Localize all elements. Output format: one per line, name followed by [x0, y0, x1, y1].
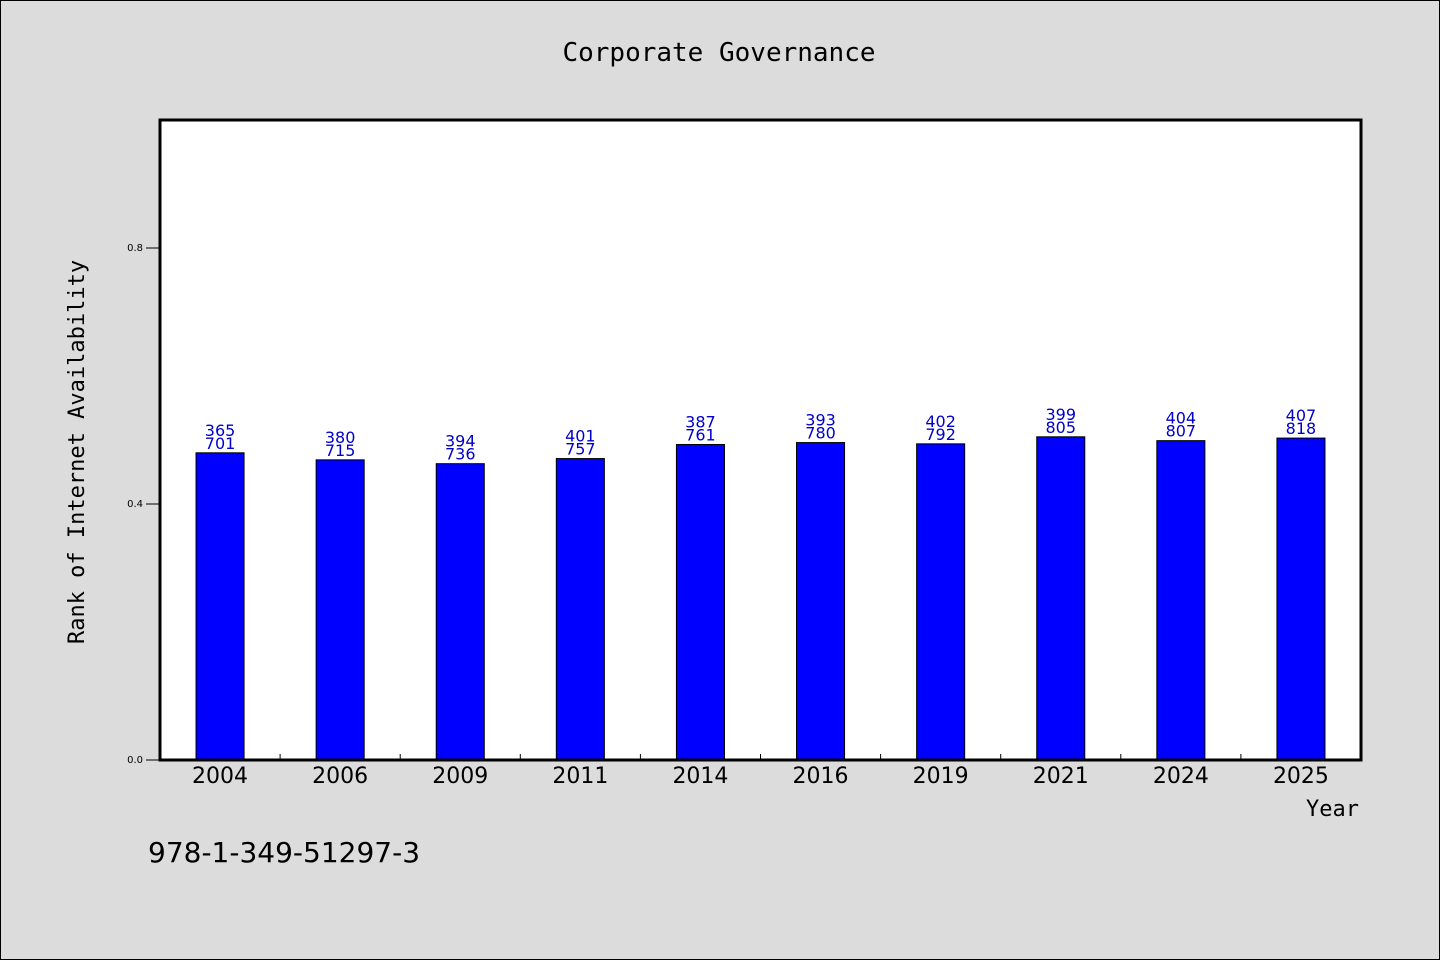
bar-label-2019-1: 402: [925, 412, 956, 431]
x-tick-label-2004: 2004: [192, 764, 248, 789]
y-axis-ticks: 0.0 0.4 0.8: [127, 243, 160, 766]
isbn-footnote: 978-1-349-51297-3: [148, 836, 420, 869]
bar-label-2011-1: 401: [565, 427, 596, 446]
bar-label-2019-2: 792: [925, 425, 956, 444]
bar-2011: [555, 458, 605, 761]
bar-label-2014-1: 387: [685, 412, 716, 431]
bar-label-2021-2: 805: [1045, 418, 1076, 437]
y-tick-label: 0.4: [127, 499, 143, 510]
bar-2021: [1036, 436, 1086, 761]
y-axis-label: Rank of Internet Availability: [65, 260, 90, 644]
bar-label-2025-1: 407: [1286, 406, 1317, 425]
bar-label-2004-2: 701: [205, 434, 236, 453]
bar-label-2016-2: 780: [805, 424, 836, 443]
x-tick-label-2011: 2011: [552, 764, 608, 789]
bar-label-2004-1: 365: [205, 421, 236, 440]
bar-label-2024-2: 807: [1166, 422, 1197, 441]
x-tick-label-2009: 2009: [432, 764, 488, 789]
bar-label-2024-1: 404: [1166, 409, 1197, 428]
bar-label-2021-1: 399: [1045, 405, 1076, 424]
x-tick-label-2024: 2024: [1153, 764, 1209, 789]
bar-label-2025-2: 818: [1286, 419, 1317, 438]
x-tick-label-2019: 2019: [913, 764, 969, 789]
bar-2004: [195, 452, 245, 761]
x-axis-ticks: 2004 2006 2009 2011 2014 2016 2019 2021 2024 2025: [192, 754, 1329, 789]
bar-2014: [675, 443, 725, 761]
x-tick-label-2014: 2014: [672, 764, 728, 789]
bar-2006: [315, 459, 365, 761]
bar-2009: [435, 463, 485, 761]
bar-2025: [1276, 437, 1326, 761]
x-tick-label-2021: 2021: [1033, 764, 1089, 789]
x-tick-label-2016: 2016: [793, 764, 849, 789]
x-tick-label-2006: 2006: [312, 764, 368, 789]
plot-frame: [158, 118, 1363, 762]
chart-title: Corporate Governance: [562, 38, 875, 68]
y-tick-label: 0.8: [127, 243, 143, 254]
bar-label-2006-1: 380: [325, 428, 356, 447]
bar-label-2011-2: 757: [565, 440, 596, 459]
bar-label-2009-2: 736: [445, 445, 476, 464]
y-tick-label: 0.0: [127, 755, 143, 766]
bar-label-2009-1: 394: [445, 432, 476, 451]
bar-2016: [796, 442, 846, 761]
bar-2019: [916, 443, 966, 761]
x-tick-label-2025: 2025: [1273, 764, 1329, 789]
bar-label-2016-1: 393: [805, 411, 836, 430]
bar-label-2006-2: 715: [325, 441, 356, 460]
bar-label-2014-2: 761: [685, 425, 716, 444]
bar-2024: [1156, 440, 1206, 761]
x-axis-label: Year: [1306, 797, 1359, 822]
